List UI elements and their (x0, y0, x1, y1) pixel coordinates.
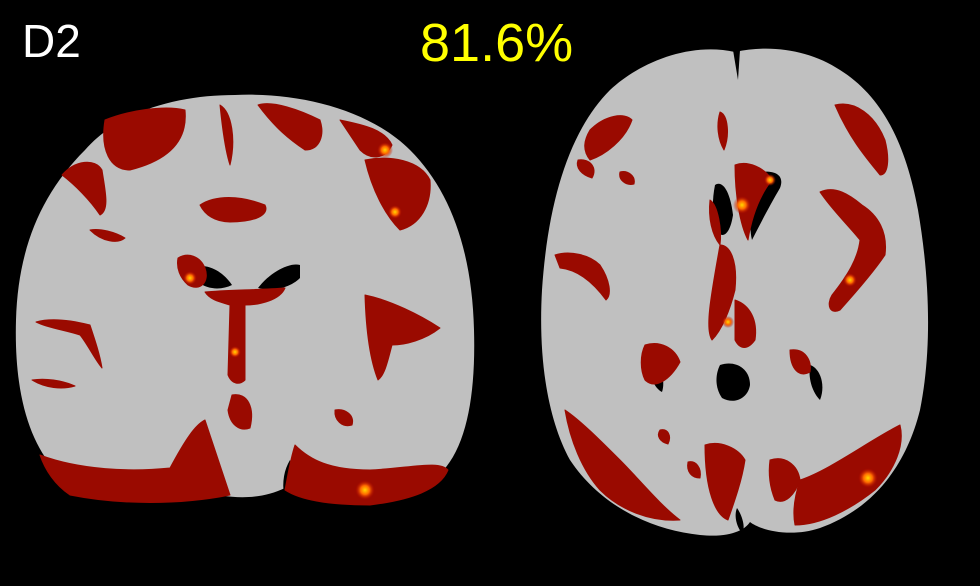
axial-brain-slice (541, 48, 929, 536)
axial-temporal-horn-right (809, 365, 823, 400)
axial-posterior-gap (735, 508, 744, 533)
panel-label: D2 (22, 15, 81, 67)
coronal-ventricle-right (258, 264, 300, 290)
axial-third-ventricle (716, 363, 750, 401)
axial-hotspots (722, 174, 878, 488)
coronal-brain-slice (15, 94, 475, 506)
axial-overlay (554, 103, 902, 526)
percentage-readout: 81.6% (420, 13, 574, 73)
axial-midline-front (733, 50, 740, 80)
coronal-hotspots (183, 142, 402, 500)
